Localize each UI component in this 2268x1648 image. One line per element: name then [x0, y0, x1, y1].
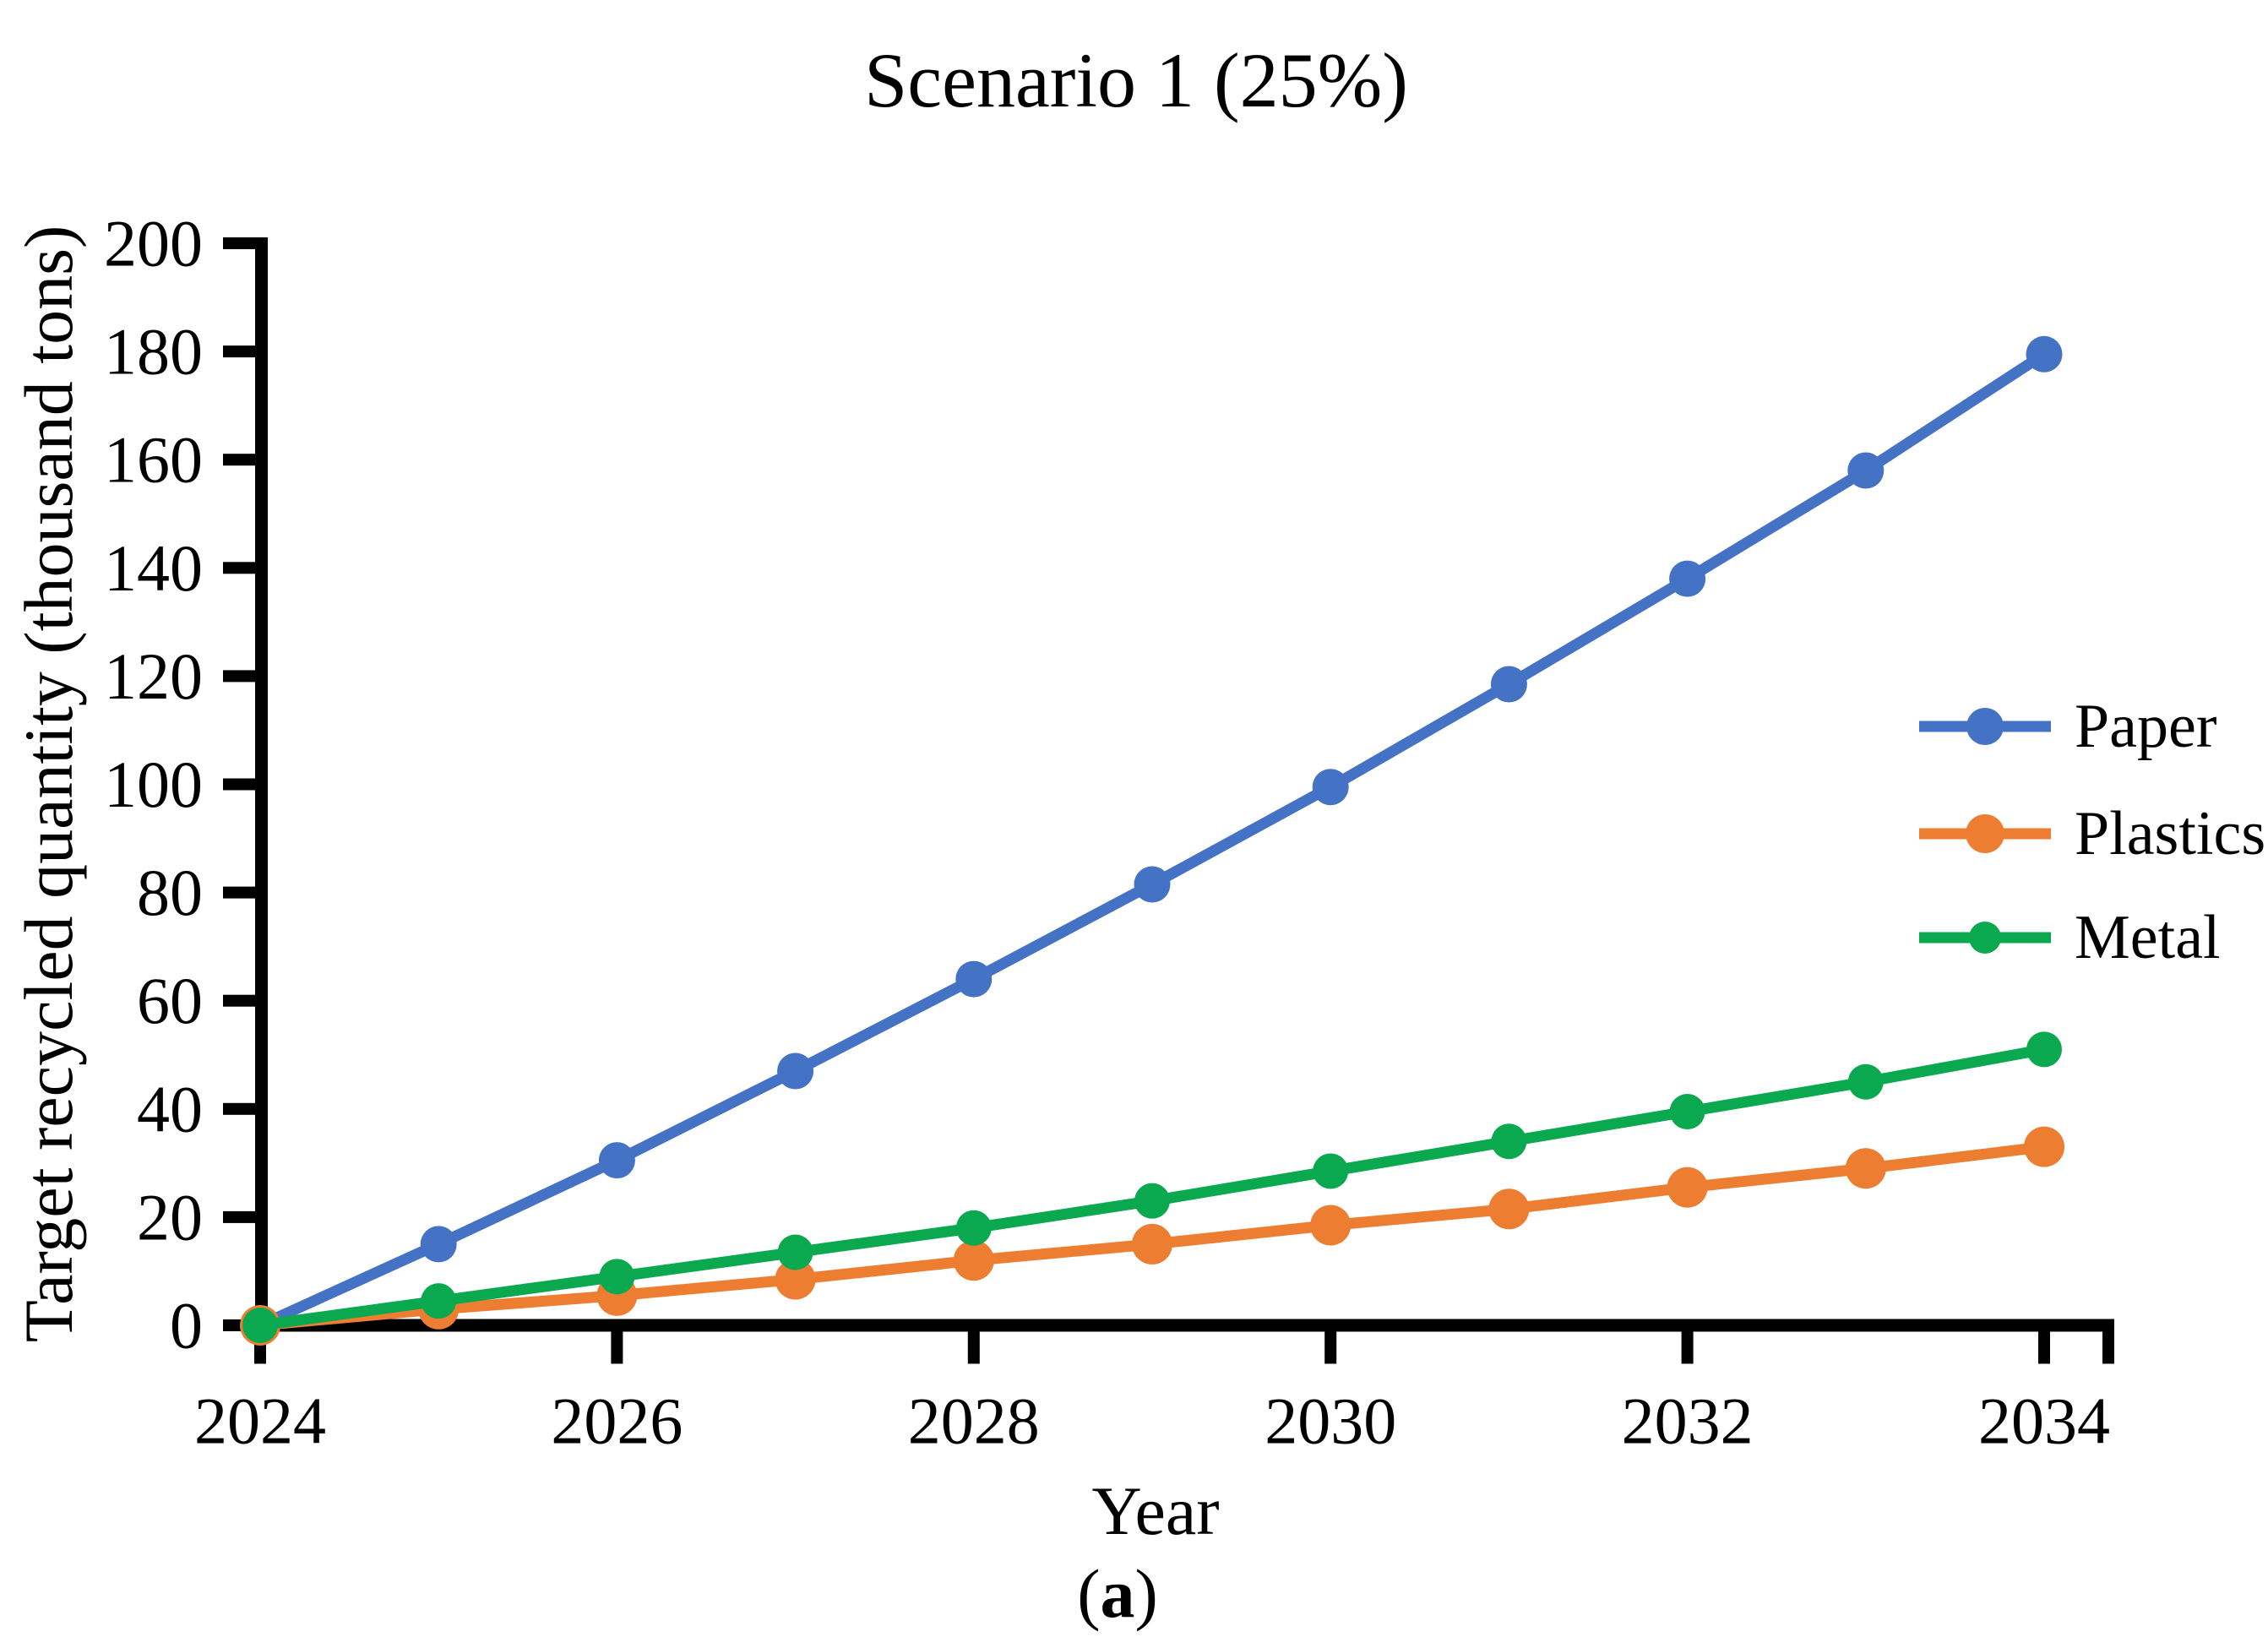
- chart-title: Scenario 1 (25%): [864, 37, 1408, 123]
- marker-metal-2026: [599, 1259, 635, 1295]
- x-tick-label-2030: 2030: [1265, 1384, 1396, 1458]
- y-tick-label-60: 60: [137, 964, 203, 1037]
- legend-marker-plastics: [1966, 814, 2004, 853]
- marker-metal-2025: [421, 1283, 457, 1319]
- y-tick-180: [223, 345, 255, 358]
- marker-plastics-2030: [1310, 1205, 1352, 1246]
- marker-paper-2032: [1669, 560, 1706, 597]
- marker-metal-2034: [2026, 1031, 2062, 1068]
- marker-metal-2030: [1313, 1153, 1349, 1189]
- y-tick-label-180: 180: [104, 315, 203, 389]
- caption-open-paren: (: [1077, 1555, 1101, 1632]
- marker-metal-2024: [242, 1308, 278, 1343]
- y-tick-label-140: 140: [104, 531, 203, 605]
- y-tick-80: [223, 886, 255, 899]
- x-tick-2026: [611, 1331, 623, 1364]
- marker-plastics-2028: [953, 1240, 994, 1281]
- x-tick-2032: [1681, 1331, 1694, 1364]
- x-tick-label-2032: 2032: [1622, 1384, 1754, 1458]
- metal-line-marker-swatch: [1919, 922, 2051, 954]
- y-tick-120: [223, 670, 255, 683]
- y-tick-label-120: 120: [104, 639, 203, 713]
- marker-paper-2027: [777, 1052, 814, 1090]
- x-tick-2034: [2038, 1331, 2050, 1364]
- marker-metal-2027: [777, 1234, 813, 1270]
- x-tick-2028: [967, 1331, 980, 1364]
- y-tick-label-80: 80: [137, 856, 203, 929]
- plastics-line-marker-swatch: [1919, 814, 2051, 853]
- y-tick-140: [223, 562, 255, 574]
- marker-paper-2034: [2026, 335, 2063, 373]
- x-axis-title: Year: [1091, 1472, 1220, 1549]
- x-tick-2030: [1324, 1331, 1337, 1364]
- marker-metal-2032: [1669, 1094, 1705, 1130]
- y-tick-label-100: 100: [104, 748, 203, 821]
- marker-metal-2033: [1847, 1063, 1884, 1100]
- marker-plastics-2031: [1488, 1188, 1530, 1230]
- x-axis-end-tick: [2102, 1331, 2114, 1364]
- marker-paper-2026: [598, 1142, 635, 1179]
- marker-plastics-2034: [2024, 1126, 2064, 1167]
- legend-item-plastics: Plastics: [1916, 799, 2266, 868]
- marker-paper-2025: [420, 1226, 457, 1263]
- caption-close-paren: ): [1134, 1555, 1158, 1632]
- marker-paper-2030: [1312, 769, 1349, 806]
- y-tick-60: [223, 994, 255, 1007]
- y-tick-label-0: 0: [170, 1289, 203, 1362]
- y-axis-line: [255, 237, 268, 1332]
- legend-label-plastics: Plastics: [2075, 799, 2266, 868]
- marker-plastics-2027: [775, 1259, 816, 1300]
- legend-label-metal: Metal: [2075, 903, 2221, 972]
- y-tick-label-200: 200: [104, 207, 203, 280]
- paper-line-marker-swatch: [1919, 708, 2051, 745]
- legend-item-metal: Metal: [1916, 903, 2221, 972]
- y-tick-label-160: 160: [104, 423, 203, 497]
- y-tick-200: [223, 237, 255, 249]
- marker-plastics-2033: [1845, 1148, 1886, 1189]
- marker-plastics-2032: [1667, 1167, 1708, 1208]
- marker-plastics-2029: [1132, 1223, 1172, 1265]
- x-tick-label-2034: 2034: [1978, 1384, 2110, 1458]
- y-tick-100: [223, 778, 255, 791]
- y-tick-label-20: 20: [137, 1180, 203, 1254]
- y-tick-160: [223, 454, 255, 466]
- marker-metal-2031: [1491, 1123, 1527, 1160]
- y-axis-title: Target recycled quantity (thousand tons): [10, 225, 87, 1343]
- y-tick-20: [223, 1210, 255, 1223]
- marker-paper-2028: [955, 960, 993, 998]
- marker-metal-2029: [1134, 1183, 1170, 1219]
- marker-paper-2029: [1134, 866, 1171, 903]
- legend-marker-paper: [1966, 708, 2004, 745]
- marker-paper-2033: [1847, 452, 1885, 489]
- marker-paper-2031: [1490, 666, 1527, 703]
- marker-metal-2028: [955, 1210, 992, 1246]
- y-tick-40: [223, 1102, 255, 1115]
- x-tick-label-2024: 2024: [194, 1384, 326, 1458]
- y-tick-label-40: 40: [137, 1072, 203, 1145]
- x-axis-line: [255, 1319, 2114, 1332]
- legend-marker-metal: [1969, 922, 2001, 954]
- caption-letter: a: [1100, 1555, 1135, 1632]
- legend-label-paper: Paper: [2075, 692, 2217, 761]
- legend-item-paper: Paper: [1916, 692, 2217, 761]
- x-tick-label-2028: 2028: [908, 1384, 1040, 1458]
- x-tick-label-2026: 2026: [551, 1384, 683, 1458]
- figure-caption: (a): [1077, 1554, 1158, 1634]
